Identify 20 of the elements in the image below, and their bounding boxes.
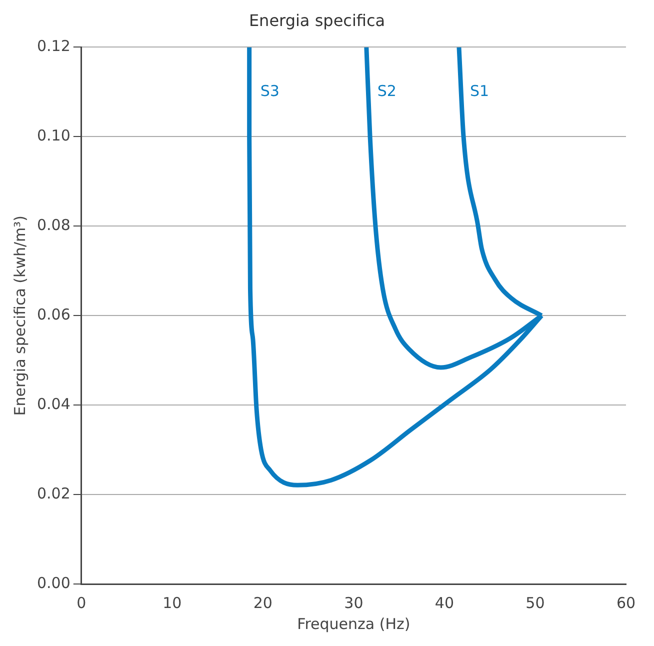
y-tick-label: 0.00 bbox=[36, 574, 70, 592]
series-label: S2 bbox=[377, 82, 396, 100]
y-tick-label: 0.08 bbox=[36, 216, 70, 234]
y-tick-label: 0.02 bbox=[36, 484, 70, 502]
x-tick-label: 10 bbox=[162, 594, 182, 612]
x-tick-label: 0 bbox=[76, 594, 86, 612]
series-label: S1 bbox=[470, 82, 490, 100]
x-tick-label: 20 bbox=[253, 594, 272, 612]
x-tick-label: 40 bbox=[434, 594, 454, 612]
y-tick-label: 0.10 bbox=[36, 126, 70, 145]
x-axis-title: Frequenza (Hz) bbox=[297, 614, 410, 633]
chart-title: Energia specifica bbox=[248, 10, 386, 30]
x-tick-label: 50 bbox=[526, 594, 545, 612]
x-tick-label: 30 bbox=[344, 594, 364, 612]
y-tick-label: 0.12 bbox=[36, 37, 70, 56]
x-tick-label: 60 bbox=[616, 594, 636, 612]
y-axis-title: Energia specifica (kwh/m³) bbox=[10, 215, 29, 416]
y-tick-label: 0.04 bbox=[36, 394, 70, 413]
series-label: S3 bbox=[260, 82, 280, 100]
y-tick-label: 0.06 bbox=[36, 305, 70, 324]
